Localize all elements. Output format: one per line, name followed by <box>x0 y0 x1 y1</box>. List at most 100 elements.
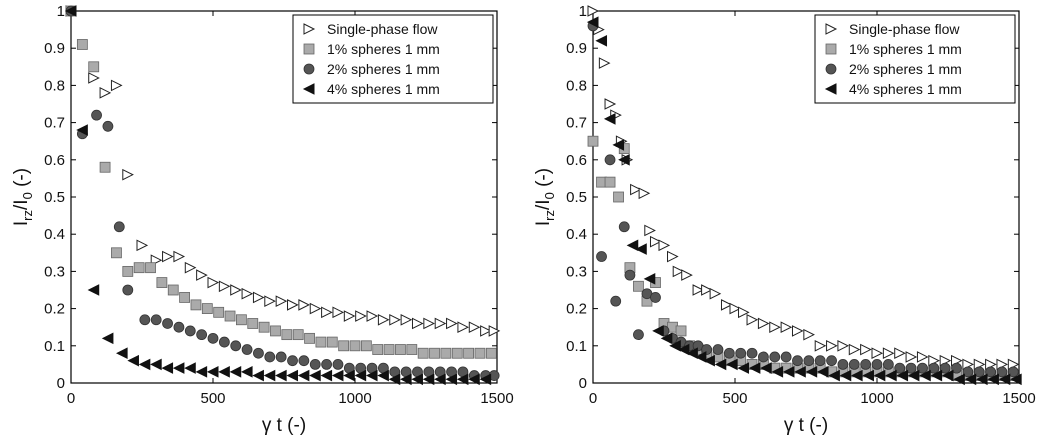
data-point <box>638 187 651 200</box>
data-point <box>184 325 196 337</box>
data-point <box>814 355 826 367</box>
data-point <box>349 340 361 352</box>
data-point <box>701 284 713 296</box>
data-point <box>275 369 287 382</box>
data-point <box>172 362 185 374</box>
data-point <box>587 5 600 17</box>
data-point <box>826 355 837 367</box>
data-point <box>343 310 356 322</box>
data-point <box>916 351 929 363</box>
data-point <box>434 373 446 386</box>
data-point <box>76 124 88 136</box>
y-tick-label: 0.7 <box>44 115 65 132</box>
data-point <box>127 354 139 367</box>
data-point <box>626 239 639 252</box>
data-point <box>1010 373 1022 386</box>
legend: Single-phase flow 1% spheres 1 mm 2% spher… <box>292 14 494 104</box>
y-tick-label: 0.9 <box>44 40 65 57</box>
data-point <box>263 369 276 382</box>
data-point <box>400 373 412 386</box>
data-point <box>224 310 236 322</box>
data-point <box>882 347 895 360</box>
data-point <box>480 325 492 337</box>
data-point <box>422 373 435 386</box>
data-point <box>229 366 242 378</box>
data-point <box>417 347 429 359</box>
x-tick-label: 500 <box>722 390 747 407</box>
legend-label: 2% spheres 1 mm <box>327 61 440 77</box>
data-point <box>372 344 384 355</box>
data-point <box>769 351 781 363</box>
y-tick-label: 0.3 <box>44 263 65 280</box>
data-point <box>660 332 673 345</box>
data-point <box>411 373 423 386</box>
data-point <box>292 329 304 341</box>
legend-label: 2% spheres 1 mm <box>849 61 962 77</box>
data-point <box>99 161 111 173</box>
data-point <box>110 79 123 92</box>
data-point <box>803 355 815 367</box>
data-point <box>179 292 191 303</box>
data-point <box>383 344 395 355</box>
data-point <box>805 366 818 378</box>
data-point <box>618 153 630 166</box>
data-point <box>604 176 616 188</box>
data-point <box>184 261 197 274</box>
data-point <box>998 373 1011 386</box>
y-tick-label: 0.3 <box>566 263 587 280</box>
data-point <box>434 317 447 330</box>
data-point <box>218 366 230 378</box>
data-point <box>167 284 179 296</box>
data-point <box>241 287 254 300</box>
data-point <box>258 321 270 333</box>
data-point <box>650 277 661 288</box>
data-point <box>610 295 622 307</box>
series-triangle-left <box>586 16 1022 386</box>
data-point <box>618 143 630 155</box>
data-point <box>758 351 769 363</box>
data-point <box>206 366 219 378</box>
data-point <box>851 369 863 382</box>
data-point <box>917 362 928 374</box>
data-point <box>315 336 327 348</box>
data-point <box>207 276 220 289</box>
data-point <box>64 5 77 17</box>
data-point <box>235 314 247 326</box>
data-point <box>365 369 378 382</box>
data-point <box>746 347 758 359</box>
data-point <box>138 358 151 371</box>
data-point <box>726 358 738 371</box>
data-point <box>429 347 440 359</box>
data-point <box>814 339 827 352</box>
y-tick-label: 0.6 <box>566 152 587 169</box>
data-point <box>941 369 954 382</box>
data-point <box>780 351 792 363</box>
data-point <box>298 355 310 367</box>
data-point <box>1007 366 1019 378</box>
data-point <box>816 366 829 378</box>
data-point <box>604 154 616 166</box>
data-point <box>919 369 931 382</box>
data-point <box>457 321 470 334</box>
data-point <box>488 325 501 337</box>
data-point <box>987 373 999 386</box>
data-point <box>860 343 872 356</box>
legend-marker <box>825 43 837 55</box>
data-point <box>794 366 806 378</box>
data-point <box>320 369 333 382</box>
data-point <box>596 251 607 262</box>
y-axis-label: Irz/I0 (-) <box>11 168 35 226</box>
data-point <box>190 299 202 311</box>
data-point <box>692 284 705 296</box>
data-point <box>173 321 185 333</box>
data-point <box>139 314 151 326</box>
data-point <box>388 373 401 386</box>
data-point <box>173 250 186 263</box>
series-triangle-right <box>65 5 501 337</box>
data-point <box>928 362 940 374</box>
data-point <box>241 344 253 355</box>
data-point <box>332 358 344 370</box>
data-point <box>218 280 231 293</box>
y-axis-label: Irz/I0 (-) <box>533 168 557 226</box>
data-point <box>848 343 861 356</box>
